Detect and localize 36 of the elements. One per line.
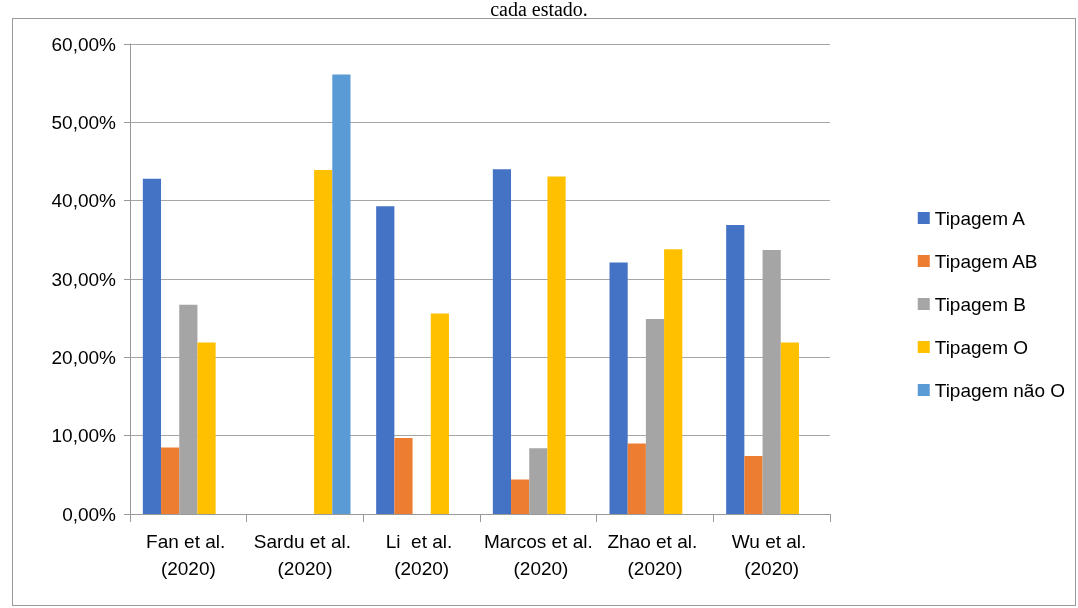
bar [744,456,763,514]
bar [547,176,566,514]
bar [314,170,333,514]
bar [197,342,216,514]
bar [511,479,530,514]
legend-label: Tipagem B [934,293,1026,315]
bar [430,313,449,514]
x-tick-label: Sardu et al. (2020) [253,531,357,579]
legend-label: Tipagem A [934,207,1026,229]
bar [142,178,162,514]
x-tick-label: Zhao et al. (2020) [607,531,703,579]
bar [394,438,413,514]
bar [627,443,646,514]
bar [492,169,512,514]
y-tick-label: 10,00% [51,425,117,447]
bar [726,224,745,514]
x-tick-label: Li et al. (2020) [385,531,458,579]
bar [780,342,799,514]
bar [664,249,683,514]
y-tick-label: 60,00% [51,33,117,55]
x-tick-label: Wu et al. (2020) [731,531,812,579]
legend-label: Tipagem O [934,336,1029,358]
bar [332,74,351,514]
bar [609,262,628,514]
y-tick-label: 40,00% [51,190,117,212]
x-tick-label: Marcos et al. (2020) [483,531,593,579]
legend-label: Tipagem não O [934,379,1066,401]
x-tick-label: Fan et al. (2020) [146,531,231,579]
y-tick-label: 30,00% [51,268,117,290]
y-tick-label: 50,00% [51,111,117,133]
bar [161,447,180,514]
chart-title: cada estado. [490,0,588,20]
y-tick-label: 0,00% [62,503,117,525]
legend-label: Tipagem AB [934,250,1038,272]
bar [376,206,395,514]
y-tick-label: 20,00% [51,346,117,368]
